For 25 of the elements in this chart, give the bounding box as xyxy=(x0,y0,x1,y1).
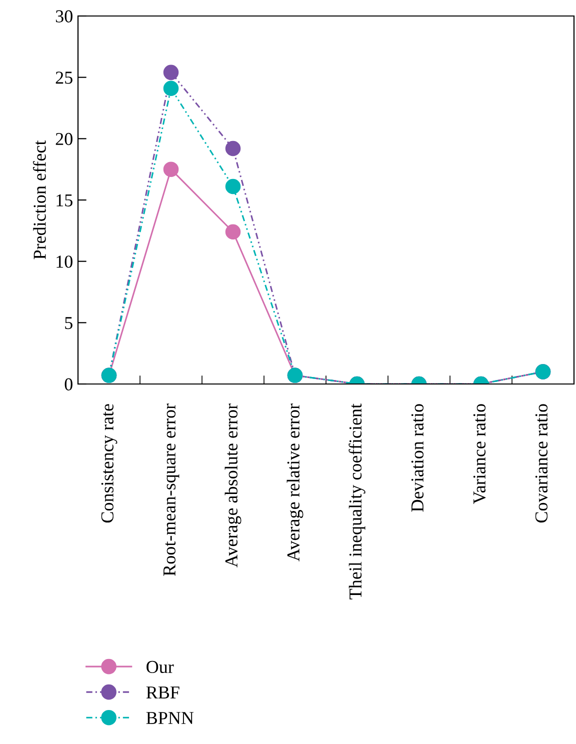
legend-label: BPNN xyxy=(146,712,194,724)
x-tick-label: Average absolute error xyxy=(224,404,242,568)
point xyxy=(225,140,241,156)
y-tick-label: 30 xyxy=(56,10,72,22)
y-tick-label: 15 xyxy=(56,194,72,206)
y-axis-title: Prediction effect xyxy=(32,140,46,260)
y-tick-label: 20 xyxy=(56,132,72,146)
point xyxy=(163,64,179,80)
x-tick-label: Variance ratio xyxy=(473,404,486,504)
y-tick-label: 10 xyxy=(56,256,72,268)
point xyxy=(225,224,241,240)
y-tick-label: 0 xyxy=(64,378,72,390)
x-tick-label: Average relative error xyxy=(286,404,304,562)
legend-label: RBF xyxy=(146,686,180,698)
x-tick-label: Deviation ratio xyxy=(411,404,424,512)
point xyxy=(163,162,179,177)
x-tick-label: Covariance ratio xyxy=(535,404,548,523)
legend-label: Our xyxy=(146,660,174,674)
point xyxy=(163,80,179,96)
x-tick-label: Theil inequality coefficient xyxy=(348,404,366,600)
x-tick-label: Root-mean-square error xyxy=(164,404,180,576)
y-tick-label: 25 xyxy=(56,72,72,84)
point xyxy=(225,178,241,194)
x-tick-label: Consistency rate xyxy=(101,404,118,523)
y-tick-label: 5 xyxy=(65,317,72,330)
